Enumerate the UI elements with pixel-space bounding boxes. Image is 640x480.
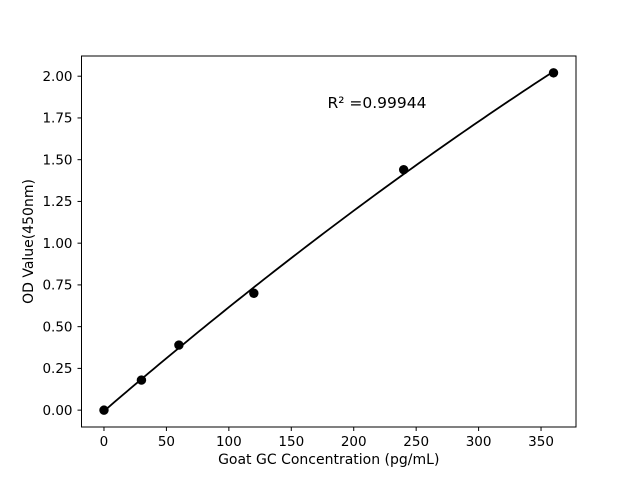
y-tick-label: 0.50 <box>42 319 72 335</box>
data-point <box>398 165 409 175</box>
x-tick-label: 300 <box>466 434 492 450</box>
y-tick-label: 2.00 <box>42 69 72 85</box>
y-tick-label: 1.25 <box>42 194 72 210</box>
data-point <box>99 405 109 415</box>
x-tick-label: 50 <box>158 434 175 450</box>
x-tick-label: 200 <box>341 434 367 450</box>
x-tick-label: 350 <box>528 434 554 450</box>
data-point <box>136 375 147 385</box>
y-axis-label: OD Value(450nm) <box>21 179 37 304</box>
y-tick-label: 1.00 <box>42 236 72 252</box>
y-tick-label: 0.00 <box>42 403 72 419</box>
y-tick-label: 1.75 <box>42 111 72 127</box>
r-squared-annotation: R² =0.99944 <box>328 94 427 112</box>
x-tick-label: 100 <box>216 434 242 450</box>
data-point <box>174 340 184 350</box>
plot-frame <box>81 55 577 428</box>
x-tick-label: 250 <box>403 434 429 450</box>
y-tick-label: 0.75 <box>42 278 72 294</box>
x-tick-label: 150 <box>278 434 304 450</box>
data-point <box>548 68 559 78</box>
y-tick-label: 0.25 <box>42 361 72 377</box>
y-tick-label: 1.50 <box>42 152 72 168</box>
x-axis-label: Goat GC Concentration (pg/mL) <box>218 452 439 468</box>
x-tick-label: 0 <box>100 434 109 450</box>
data-point <box>249 288 259 298</box>
